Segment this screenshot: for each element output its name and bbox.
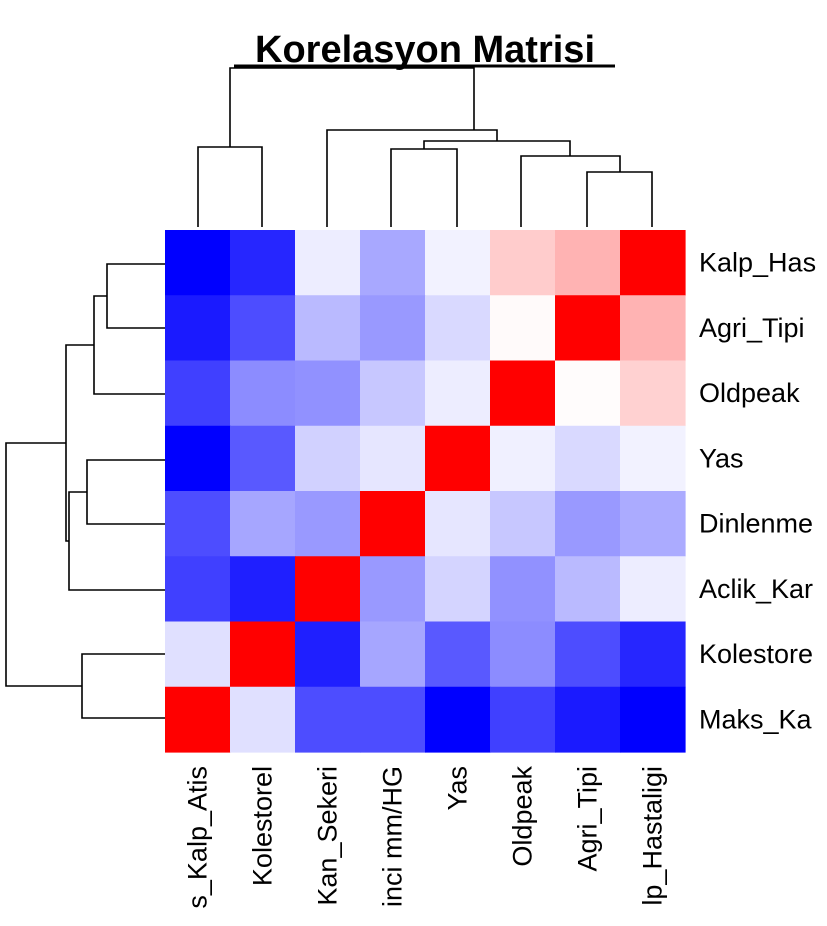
row-label: Oldpeak bbox=[699, 378, 800, 408]
heatmap-cell-r4-c0 bbox=[165, 491, 231, 557]
heatmap-cell-r2-c5 bbox=[490, 360, 556, 427]
heatmap-cell-r6-c7 bbox=[620, 621, 686, 688]
heatmap-cell-r4-c5 bbox=[490, 491, 556, 557]
column-label: Oldpeak bbox=[508, 766, 538, 867]
heatmap-cell-r2-c6 bbox=[555, 360, 621, 427]
row-label: Kolestore bbox=[699, 639, 813, 669]
heatmap-cell-r6-c3 bbox=[360, 621, 426, 688]
column-label: Kolestorel bbox=[248, 766, 278, 886]
heatmap-cell-r2-c1 bbox=[230, 360, 296, 427]
column-label: Yas bbox=[443, 766, 473, 811]
heatmap-cell-r4-c3 bbox=[360, 491, 426, 557]
heatmap-cell-r2-c4 bbox=[425, 360, 491, 427]
heatmap-cell-r6-c6 bbox=[555, 621, 621, 688]
heatmap-cell-r5-c7 bbox=[620, 556, 686, 623]
heatmap-cell-r1-c1 bbox=[230, 295, 296, 362]
heatmap-cell-r7-c0 bbox=[165, 686, 231, 753]
chart-title: Korelasyon Matrisi bbox=[255, 29, 595, 71]
row-label: Kalp_Has bbox=[699, 248, 816, 278]
row-label: Aclik_Kar bbox=[699, 574, 813, 604]
heatmap-cell-r3-c2 bbox=[295, 425, 361, 492]
heatmap-cell-r7-c2 bbox=[295, 686, 361, 753]
heatmap-cell-r5-c5 bbox=[490, 556, 556, 623]
heatmap-cell-r1-c0 bbox=[165, 295, 231, 362]
heatmap-cell-r0-c0 bbox=[165, 230, 231, 296]
heatmap-cell-r5-c3 bbox=[360, 556, 426, 623]
heatmap-cell-r2-c0 bbox=[165, 360, 231, 427]
column-label: Kan_Sekeri bbox=[313, 766, 343, 906]
heatmap-cell-r7-c3 bbox=[360, 686, 426, 753]
heatmap-cell-r6-c1 bbox=[230, 621, 296, 688]
heatmap-cell-r7-c5 bbox=[490, 686, 556, 753]
heatmap-cell-r4-c7 bbox=[620, 491, 686, 557]
row-labels: Kalp_Has Agri_Tipi Oldpeak Yas Dinlenme Aclik… bbox=[699, 248, 816, 735]
heatmap-cell-r4-c6 bbox=[555, 491, 621, 557]
column-label: lp_Hastaligi bbox=[638, 766, 668, 906]
heatmap-cell-r0-c7 bbox=[620, 230, 686, 296]
heatmap-cell-r1-c7 bbox=[620, 295, 686, 362]
row-label: Yas bbox=[699, 443, 744, 473]
heatmap-cell-r5-c1 bbox=[230, 556, 296, 623]
heatmap-cell-r1-c5 bbox=[490, 295, 556, 362]
heatmap-cell-r6-c4 bbox=[425, 621, 491, 688]
heatmap-cell-r7-c6 bbox=[555, 686, 621, 753]
heatmap-cell-r7-c1 bbox=[230, 686, 296, 753]
heatmap-cell-r2-c2 bbox=[295, 360, 361, 427]
row-label: Agri_Tipi bbox=[699, 313, 805, 343]
column-labels: s_Kalp_Atis Kolestorel Kan_Sekeri inci mm/H… bbox=[183, 766, 668, 909]
heatmap-cell-r6-c5 bbox=[490, 621, 556, 688]
column-label: s_Kalp_Atis bbox=[183, 766, 213, 909]
heatmap-cell-r5-c2 bbox=[295, 556, 361, 623]
heatmap-cell-r5-c0 bbox=[165, 556, 231, 623]
row-dendrogram bbox=[5, 263, 165, 719]
heatmap-cell-r1-c4 bbox=[425, 295, 491, 362]
heatmap-cell-r2-c7 bbox=[620, 360, 686, 427]
heatmap-cell-r3-c3 bbox=[360, 425, 426, 492]
heatmap-cell-r0-c6 bbox=[555, 230, 621, 296]
heatmap-cell-r3-c6 bbox=[555, 425, 621, 492]
heatmap-cell-r3-c5 bbox=[490, 425, 556, 492]
heatmap-cell-r3-c4 bbox=[425, 425, 491, 492]
heatmap-cells bbox=[165, 230, 686, 753]
heatmap-cell-r7-c7 bbox=[620, 686, 686, 753]
heatmap-cell-r4-c1 bbox=[230, 491, 296, 557]
heatmap-cell-r6-c0 bbox=[165, 621, 231, 688]
heatmap-cell-r1-c6 bbox=[555, 295, 621, 362]
row-label: Maks_Ka bbox=[699, 704, 813, 734]
heatmap-cell-r4-c4 bbox=[425, 491, 491, 557]
heatmap-cell-r4-c2 bbox=[295, 491, 361, 557]
heatmap-cell-r3-c7 bbox=[620, 425, 686, 492]
heatmap-cell-r2-c3 bbox=[360, 360, 426, 427]
heatmap-cell-r0-c2 bbox=[295, 230, 361, 296]
row-label: Dinlenme bbox=[699, 509, 813, 539]
heatmap-cell-r6-c2 bbox=[295, 621, 361, 688]
heatmap-cell-r0-c1 bbox=[230, 230, 296, 296]
heatmap-cell-r3-c0 bbox=[165, 425, 231, 492]
heatmap-cell-r0-c4 bbox=[425, 230, 491, 296]
heatmap-cell-r7-c4 bbox=[425, 686, 491, 753]
heatmap-cell-r5-c4 bbox=[425, 556, 491, 623]
column-dendrogram bbox=[197, 67, 653, 227]
column-label: Agri_Tipi bbox=[573, 766, 603, 872]
heatmap-cell-r5-c6 bbox=[555, 556, 621, 623]
heatmap-cell-r0-c3 bbox=[360, 230, 426, 296]
heatmap-cell-r3-c1 bbox=[230, 425, 296, 492]
heatmap-cell-r1-c2 bbox=[295, 295, 361, 362]
heatmap-cell-r0-c5 bbox=[490, 230, 556, 296]
heatmap-cell-r1-c3 bbox=[360, 295, 426, 362]
column-label: inci mm/HG bbox=[378, 766, 408, 907]
